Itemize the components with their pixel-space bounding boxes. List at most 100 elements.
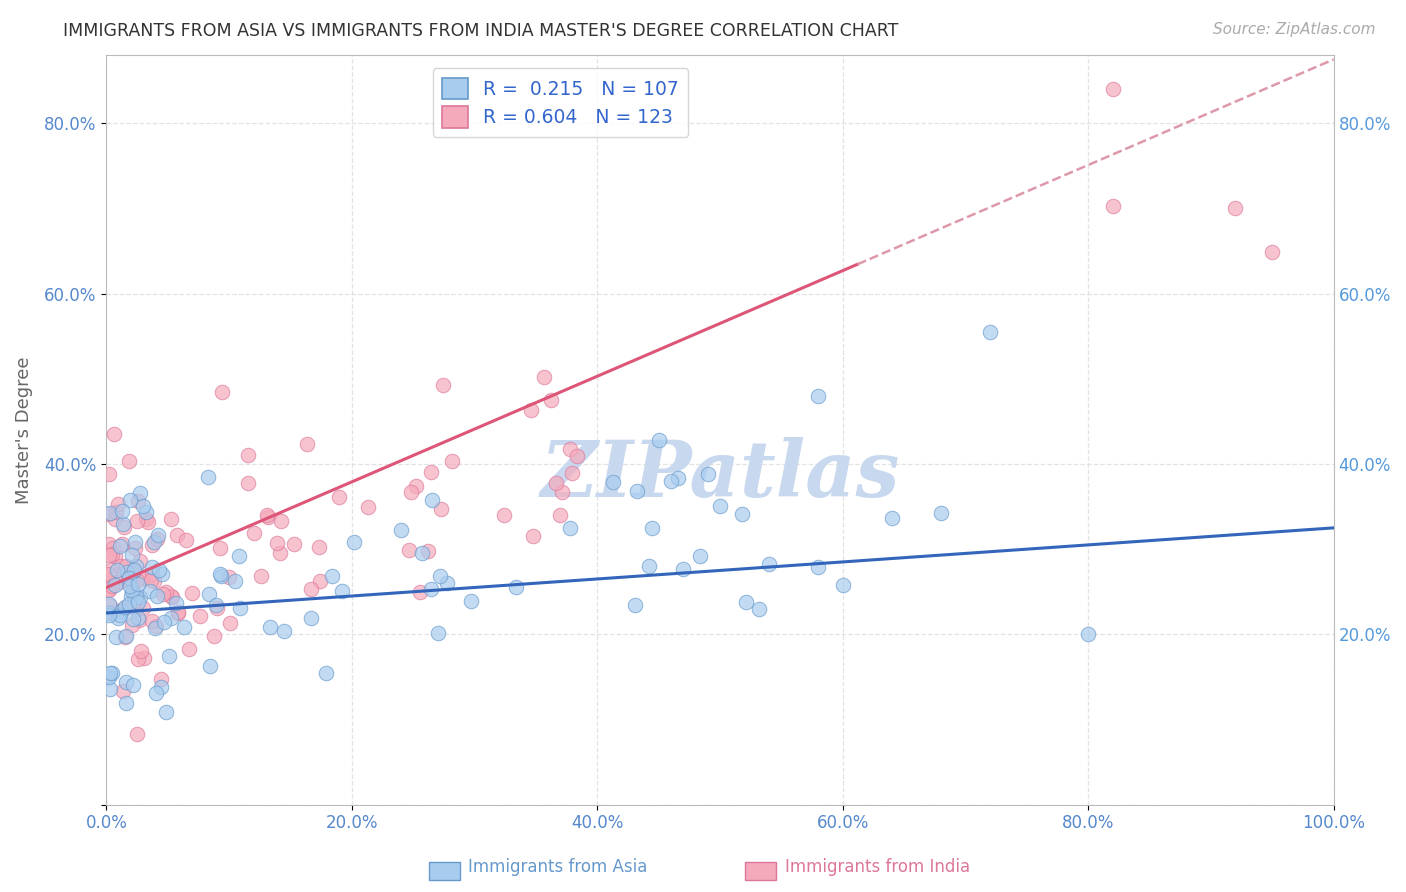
Point	[494, 508, 516, 523]
Point	[115, 565, 138, 579]
Point	[107, 611, 129, 625]
Point	[97, 467, 120, 482]
Point	[118, 492, 141, 507]
Point	[418, 544, 440, 558]
Point	[135, 512, 157, 526]
Point	[104, 505, 127, 519]
Point	[411, 546, 433, 560]
Point	[427, 626, 450, 640]
Point	[124, 541, 146, 555]
Point	[108, 608, 131, 623]
Point	[165, 596, 187, 610]
Point	[309, 574, 332, 588]
Point	[167, 607, 190, 621]
Point	[505, 580, 527, 594]
Point	[104, 512, 127, 526]
Point	[162, 591, 184, 605]
Point	[121, 566, 143, 580]
Point	[155, 705, 177, 719]
Point	[153, 615, 176, 629]
Point	[273, 624, 295, 638]
Point	[107, 574, 129, 589]
Point	[122, 595, 145, 609]
Point	[122, 612, 145, 626]
Point	[111, 504, 134, 518]
Point	[389, 524, 412, 538]
Point	[98, 606, 121, 620]
Point	[224, 574, 246, 589]
Point	[121, 548, 143, 562]
Point	[97, 582, 120, 596]
Point	[129, 643, 152, 657]
Point	[112, 684, 135, 698]
Point	[666, 470, 689, 484]
Point	[97, 507, 120, 521]
Point	[419, 465, 441, 479]
Point	[198, 658, 221, 673]
Text: IMMIGRANTS FROM ASIA VS IMMIGRANTS FROM INDIA MASTER'S DEGREE CORRELATION CHART: IMMIGRANTS FROM ASIA VS IMMIGRANTS FROM …	[63, 22, 898, 40]
Point	[266, 536, 288, 550]
Text: Immigrants from India: Immigrants from India	[785, 858, 970, 876]
Point	[343, 535, 366, 549]
Point	[98, 506, 121, 520]
Point	[136, 515, 159, 529]
Point	[105, 563, 128, 577]
Point	[160, 511, 183, 525]
Point	[441, 454, 464, 468]
Point	[1077, 627, 1099, 641]
Point	[238, 448, 260, 462]
Point	[132, 500, 155, 514]
Point	[145, 532, 167, 546]
Point	[104, 578, 127, 592]
Point	[157, 649, 180, 664]
Point	[409, 585, 432, 599]
Point	[114, 630, 136, 644]
Point	[141, 567, 163, 582]
Point	[128, 554, 150, 568]
Point	[142, 535, 165, 549]
Point	[101, 548, 124, 562]
Point	[256, 508, 278, 522]
Point	[399, 485, 422, 500]
Text: ZIPatlas: ZIPatlas	[540, 436, 900, 513]
Point	[689, 549, 711, 563]
Point	[166, 528, 188, 542]
Point	[105, 630, 128, 644]
Point	[357, 500, 380, 514]
Text: Immigrants from Asia: Immigrants from Asia	[468, 858, 648, 876]
Point	[1225, 201, 1247, 215]
Point	[131, 601, 153, 615]
Point	[242, 526, 264, 541]
Point	[149, 681, 172, 695]
Point	[141, 538, 163, 552]
Point	[160, 589, 183, 603]
Point	[129, 486, 152, 500]
Point	[127, 727, 149, 741]
Point	[135, 505, 157, 519]
Point	[208, 541, 231, 555]
Point	[519, 402, 541, 417]
Point	[110, 559, 132, 574]
Point	[145, 619, 167, 633]
Point	[121, 584, 143, 599]
Point	[567, 450, 589, 464]
Point	[308, 540, 330, 554]
Point	[145, 686, 167, 700]
Point	[127, 577, 149, 591]
Point	[432, 377, 454, 392]
Point	[120, 589, 142, 603]
Point	[127, 494, 149, 508]
Point	[1101, 82, 1123, 96]
Point	[205, 601, 228, 615]
Point	[249, 569, 271, 583]
Point	[283, 537, 305, 551]
Point	[315, 665, 337, 680]
Point	[121, 598, 143, 612]
Point	[748, 601, 770, 615]
Point	[115, 697, 138, 711]
Point	[132, 651, 155, 665]
Point	[150, 567, 173, 582]
Point	[436, 576, 458, 591]
Point	[205, 599, 228, 613]
Point	[299, 611, 322, 625]
